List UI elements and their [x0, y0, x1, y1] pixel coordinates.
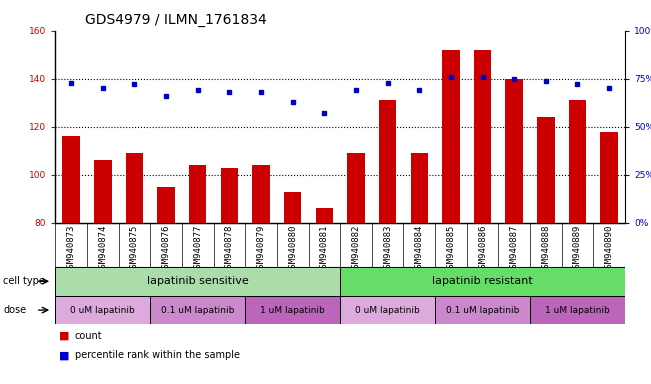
Text: 1 uM lapatinib: 1 uM lapatinib	[260, 306, 325, 314]
Text: GSM940880: GSM940880	[288, 225, 297, 273]
Bar	[94, 161, 111, 223]
Text: GSM940889: GSM940889	[573, 225, 582, 273]
Text: lapatinib resistant: lapatinib resistant	[432, 276, 533, 286]
Text: 0.1 uM lapatinib: 0.1 uM lapatinib	[161, 306, 234, 314]
Text: GSM940881: GSM940881	[320, 225, 329, 273]
Text: 0 uM lapatinib: 0 uM lapatinib	[355, 306, 420, 314]
Text: GSM940874: GSM940874	[98, 225, 107, 273]
Text: GSM940885: GSM940885	[447, 225, 456, 273]
Text: GSM940888: GSM940888	[542, 225, 550, 273]
Text: GSM940875: GSM940875	[130, 225, 139, 273]
Bar	[379, 100, 396, 223]
Text: GSM940890: GSM940890	[605, 225, 614, 273]
Bar	[347, 153, 365, 223]
Text: 0.1 uM lapatinib: 0.1 uM lapatinib	[446, 306, 519, 314]
Text: ■: ■	[59, 331, 69, 341]
Bar	[316, 208, 333, 223]
Text: GDS4979 / ILMN_1761834: GDS4979 / ILMN_1761834	[85, 13, 266, 27]
Text: ■: ■	[59, 350, 69, 360]
Text: GSM940886: GSM940886	[478, 225, 487, 273]
Text: GSM940884: GSM940884	[415, 225, 424, 273]
Bar	[411, 153, 428, 223]
Text: dose: dose	[3, 305, 27, 315]
Bar	[569, 100, 586, 223]
Bar	[150, 296, 245, 324]
Text: percentile rank within the sample: percentile rank within the sample	[75, 350, 240, 360]
Bar	[340, 267, 625, 296]
Text: GSM940879: GSM940879	[256, 225, 266, 273]
Text: GSM940878: GSM940878	[225, 225, 234, 273]
Text: GSM940876: GSM940876	[161, 225, 171, 273]
Text: cell type: cell type	[3, 276, 45, 286]
Text: GSM940883: GSM940883	[383, 225, 392, 273]
Bar	[253, 165, 270, 223]
Bar	[158, 187, 175, 223]
Bar	[505, 79, 523, 223]
Bar	[442, 50, 460, 223]
Bar	[126, 153, 143, 223]
Text: count: count	[75, 331, 102, 341]
Bar	[600, 131, 618, 223]
Bar	[189, 165, 206, 223]
Text: GSM940887: GSM940887	[510, 225, 519, 273]
Bar	[474, 50, 492, 223]
Bar	[530, 296, 625, 324]
Bar	[435, 296, 530, 324]
Bar	[340, 296, 435, 324]
Bar	[55, 296, 150, 324]
Text: GSM940882: GSM940882	[352, 225, 361, 273]
Text: 0 uM lapatinib: 0 uM lapatinib	[70, 306, 135, 314]
Text: lapatinib sensitive: lapatinib sensitive	[147, 276, 249, 286]
Text: GSM940873: GSM940873	[66, 225, 76, 273]
Bar	[62, 136, 80, 223]
Bar	[284, 192, 301, 223]
Text: 1 uM lapatinib: 1 uM lapatinib	[545, 306, 610, 314]
Bar	[537, 117, 555, 223]
Bar	[55, 267, 340, 296]
Bar	[245, 296, 340, 324]
Text: GSM940877: GSM940877	[193, 225, 202, 273]
Bar	[221, 167, 238, 223]
